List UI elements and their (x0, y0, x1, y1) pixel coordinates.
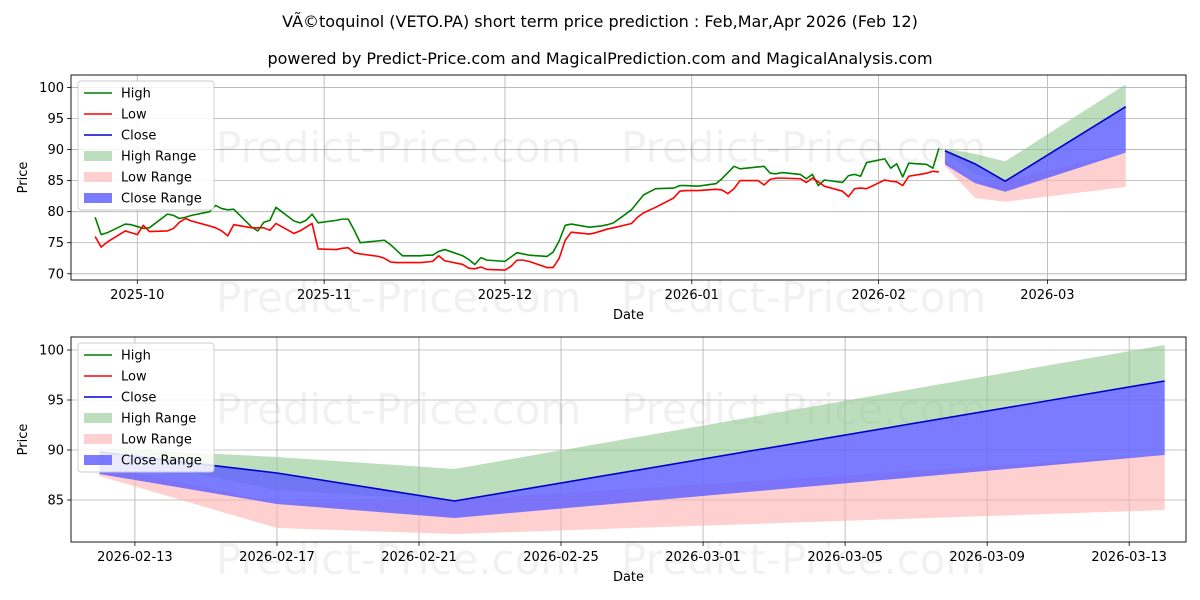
legend-label-low-range: Low Range (121, 433, 192, 448)
y-tick-label: 95 (47, 394, 64, 409)
low-line (94, 170, 939, 271)
y-tick-label: 85 (47, 494, 64, 509)
x-tick-label: 2026-03 (1020, 288, 1074, 303)
x-tick-label: 2025-12 (478, 288, 532, 303)
x-tick-label: 2025-11 (297, 288, 351, 303)
y-axis-label: Price (16, 424, 31, 456)
y-tick-label: 90 (47, 143, 64, 158)
legend-label-high: High (121, 349, 151, 364)
x-tick-label: 2026-02-17 (239, 550, 315, 565)
bottom-chart-panel: 2026-02-13 2026-02-17 2026-02-21 2026-02-25… (16, 336, 1187, 585)
chart-title: VÃ©toquinol (VETO.PA) short term price p… (282, 12, 918, 31)
x-tick-label: 2025-10 (110, 288, 164, 303)
legend-swatch-low-range (84, 434, 112, 444)
x-tick-label: 2026-01 (665, 288, 719, 303)
close-range-band (99, 381, 1165, 518)
watermark-text: Predict-Price.com (216, 385, 581, 434)
watermark-text: Predict-Price.com (621, 123, 986, 172)
x-tick-label: 2026-02-21 (381, 550, 457, 565)
legend-swatch-high-range (84, 151, 112, 161)
legend-swatch-close-range (84, 193, 112, 203)
chart-subtitle: powered by Predict-Price.com and Magical… (267, 49, 933, 68)
close-range-band (944, 106, 1126, 192)
chart-legend: High Low Close High Range Low Range Close Ran… (77, 80, 215, 211)
watermark-text: Predict-Price.com (216, 535, 581, 584)
plot-frame (70, 336, 1187, 543)
watermark-text: Predict-Price.com (216, 273, 581, 322)
x-tick-label: 2026-03-09 (949, 550, 1025, 565)
legend-label-high-range: High Range (121, 412, 196, 427)
legend-label-close-range: Close Range (121, 454, 202, 469)
legend-swatch-low-range (84, 172, 112, 182)
legend-label-close: Close (121, 391, 156, 406)
x-tick-label: 2026-02 (851, 288, 905, 303)
high-range-band (99, 345, 1165, 501)
watermark-text: Predict-Price.com (216, 123, 581, 172)
legend-swatch-close-range (84, 455, 112, 465)
x-axis-label: Date (613, 308, 644, 323)
legend-label-low: Low (121, 108, 147, 123)
y-tick-label: 85 (47, 174, 64, 189)
plot-area (94, 84, 1127, 271)
legend-label-high-range: High Range (121, 150, 196, 165)
y-tick-label: 75 (47, 236, 64, 251)
close-line (944, 106, 1127, 183)
x-tick-label: 2026-03-01 (665, 550, 741, 565)
y-tick-label: 100 (39, 81, 64, 96)
plot-frame (70, 74, 1187, 281)
y-tick-label: 80 (47, 205, 64, 220)
y-tick-label: 90 (47, 444, 64, 459)
top-chart-panel: 2025-10 2025-11 2025-12 2026-01 2026-02 2026-… (16, 74, 1187, 323)
x-tick-label: 2026-03-13 (1091, 550, 1167, 565)
y-tick-label: 95 (47, 112, 64, 127)
x-tick-label: 2026-02-13 (97, 550, 173, 565)
watermark-text: Predict-Price.com (621, 273, 986, 322)
x-axis-label: Date (613, 570, 644, 585)
legend-label-low: Low (121, 370, 147, 385)
x-tick-label: 2026-03-05 (807, 550, 883, 565)
y-tick-label: 100 (39, 344, 64, 359)
legend-label-low-range: Low Range (121, 171, 192, 186)
plot-area (99, 345, 1165, 534)
legend-label-high: High (121, 87, 151, 102)
x-tick-label: 2026-02-25 (523, 550, 599, 565)
legend-label-close-range: Close Range (121, 192, 202, 207)
high-line (94, 148, 940, 266)
y-axis-label: Price (16, 162, 31, 194)
legend-swatch-high-range (84, 413, 112, 423)
watermark-text: Predict-Price.com (621, 535, 986, 584)
chart-legend: High Low Close High Range Low Range Close Ran… (77, 342, 215, 473)
legend-label-close: Close (121, 129, 156, 144)
y-tick-label: 70 (47, 267, 64, 282)
